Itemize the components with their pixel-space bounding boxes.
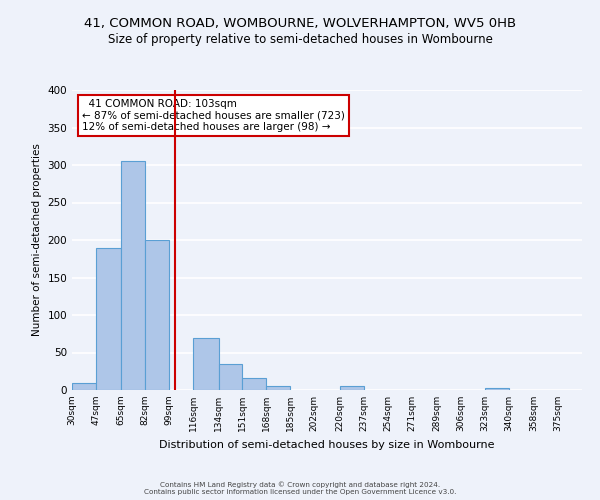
X-axis label: Distribution of semi-detached houses by size in Wombourne: Distribution of semi-detached houses by … — [159, 440, 495, 450]
Bar — [485, 388, 509, 390]
Bar — [242, 378, 266, 390]
Bar — [340, 386, 364, 390]
Bar — [121, 161, 145, 390]
Bar — [72, 382, 96, 390]
Bar — [145, 240, 169, 390]
Text: 41, COMMON ROAD, WOMBOURNE, WOLVERHAMPTON, WV5 0HB: 41, COMMON ROAD, WOMBOURNE, WOLVERHAMPTO… — [84, 18, 516, 30]
Text: Contains HM Land Registry data © Crown copyright and database right 2024.
Contai: Contains HM Land Registry data © Crown c… — [144, 482, 456, 495]
Bar — [96, 248, 121, 390]
Bar — [266, 386, 290, 390]
Text: 41 COMMON ROAD: 103sqm
← 87% of semi-detached houses are smaller (723)
12% of se: 41 COMMON ROAD: 103sqm ← 87% of semi-det… — [82, 99, 345, 132]
Bar — [193, 338, 218, 390]
Bar — [218, 364, 242, 390]
Text: Size of property relative to semi-detached houses in Wombourne: Size of property relative to semi-detach… — [107, 32, 493, 46]
Y-axis label: Number of semi-detached properties: Number of semi-detached properties — [32, 144, 42, 336]
